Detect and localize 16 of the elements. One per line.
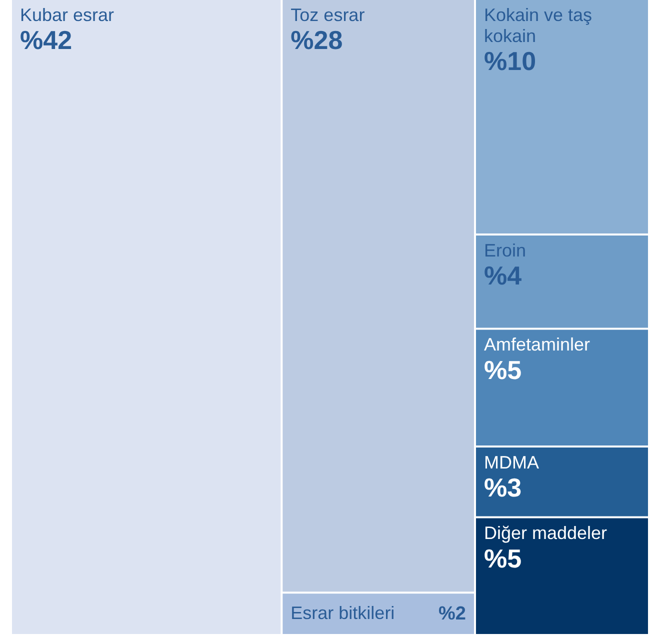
category-label: Amfetaminler [484,334,590,355]
category-label: Toz esrar [290,4,365,25]
data-label: %5 [484,543,522,574]
data-label: %42 [20,25,72,56]
category-label: Eroin [484,240,526,261]
category-label: Esrar bitkileri [290,602,395,623]
data-label: %2 [438,604,466,625]
category-label: Diğer maddeler [484,523,608,544]
category-label: MDMA [484,452,539,473]
data-label: %3 [484,472,522,503]
category-label: Kubar esrar [20,4,114,25]
data-label: %28 [290,25,343,56]
data-label: %10 [484,46,536,76]
data-label: %5 [484,354,522,385]
data-label: %4 [484,260,522,291]
category-label: Kokain ve taş kokain [484,4,592,46]
